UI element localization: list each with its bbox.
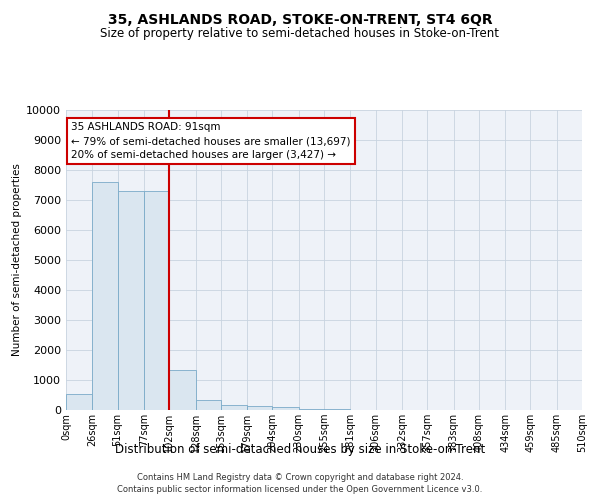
- Bar: [118, 191, 144, 410]
- Text: Contains public sector information licensed under the Open Government Licence v3: Contains public sector information licen…: [118, 485, 482, 494]
- Text: Contains HM Land Registry data © Crown copyright and database right 2024.: Contains HM Land Registry data © Crown c…: [137, 472, 463, 482]
- Bar: [92, 182, 118, 410]
- Bar: [144, 191, 169, 410]
- Text: Distribution of semi-detached houses by size in Stoke-on-Trent: Distribution of semi-detached houses by …: [115, 442, 485, 456]
- Bar: [66, 394, 92, 410]
- Bar: [169, 370, 196, 410]
- Text: 35 ASHLANDS ROAD: 91sqm
← 79% of semi-detached houses are smaller (13,697)
20% o: 35 ASHLANDS ROAD: 91sqm ← 79% of semi-de…: [71, 122, 350, 160]
- Bar: [272, 407, 299, 410]
- Y-axis label: Number of semi-detached properties: Number of semi-detached properties: [12, 164, 22, 356]
- Text: Size of property relative to semi-detached houses in Stoke-on-Trent: Size of property relative to semi-detach…: [101, 28, 499, 40]
- Bar: [196, 400, 221, 410]
- Text: 35, ASHLANDS ROAD, STOKE-ON-TRENT, ST4 6QR: 35, ASHLANDS ROAD, STOKE-ON-TRENT, ST4 6…: [107, 12, 493, 26]
- Bar: [247, 406, 272, 410]
- Bar: [221, 406, 247, 410]
- Bar: [299, 408, 324, 410]
